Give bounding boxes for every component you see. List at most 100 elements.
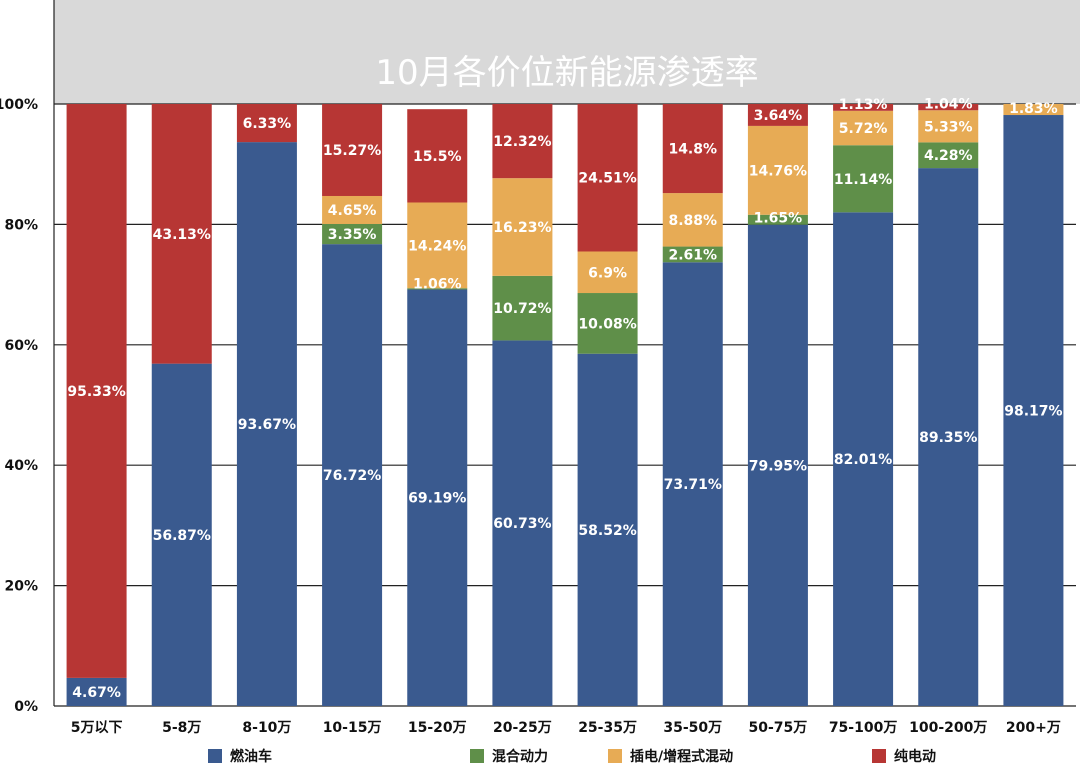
bar-segment — [492, 340, 553, 706]
bar-value-label: 3.35% — [328, 227, 377, 243]
bar-segment — [833, 145, 894, 213]
bar-segment — [662, 104, 723, 194]
bar-value-label: 69.19% — [408, 491, 466, 507]
bar-value-label: 6.9% — [588, 265, 627, 281]
legend-label: 燃油车 — [230, 748, 272, 765]
bar-value-label: 16.23% — [493, 220, 551, 236]
bar-segment — [236, 104, 297, 143]
legend-swatch — [608, 749, 622, 763]
bar-segment — [66, 677, 127, 706]
bar-segment — [662, 246, 723, 263]
bar-segment — [918, 168, 979, 706]
bar-segment — [322, 195, 383, 224]
legend-label: 混合动力 — [492, 748, 548, 765]
bar-value-label: 1.83% — [1009, 101, 1058, 117]
bar-segment — [662, 193, 723, 247]
bar-value-label: 1.13% — [839, 97, 888, 113]
bar-value-label: 4.65% — [328, 203, 377, 219]
legend-label: 纯电动 — [894, 748, 936, 765]
bar-value-label: 1.65% — [754, 211, 803, 227]
y-tick-label: 20% — [4, 579, 38, 595]
bar-value-label: 89.35% — [919, 430, 977, 446]
x-tick-label: 100-200万 — [909, 720, 987, 736]
bar-segment — [833, 110, 894, 146]
legend-swatch — [872, 749, 886, 763]
bar-value-label: 98.17% — [1004, 404, 1062, 420]
bar-value-label: 1.04% — [924, 96, 973, 112]
bar-segment — [577, 251, 638, 294]
bar-segment — [66, 104, 127, 678]
x-tick-label: 20-25万 — [493, 720, 552, 736]
bar-value-label: 58.52% — [578, 523, 636, 539]
bar-segment — [407, 289, 468, 706]
bar-segment — [662, 262, 723, 706]
bar-segment — [151, 104, 212, 364]
bar-segment — [918, 104, 979, 111]
value-labels: 4.67% 95.33% 56.87% 43.13% 93.67% 6.33% 76.72%… — [67, 96, 1062, 701]
x-tick-label: 35-50万 — [663, 720, 722, 736]
bar-segment — [918, 110, 979, 143]
title-band — [54, 0, 1080, 104]
bar-value-label: 3.64% — [754, 108, 803, 124]
bar-segment — [322, 104, 383, 196]
bar-value-label: 8.88% — [668, 213, 717, 229]
bar-value-label: 1.06% — [413, 276, 462, 292]
bar-value-label: 43.13% — [153, 227, 211, 243]
y-tick-label: 40% — [4, 458, 38, 474]
bar-value-label: 82.01% — [834, 452, 892, 468]
bar-value-label: 15.27% — [323, 143, 381, 159]
bar-value-label: 60.73% — [493, 516, 551, 532]
bar-value-label: 56.87% — [153, 528, 211, 544]
bar-value-label: 4.28% — [924, 148, 973, 164]
bar-value-label: 24.51% — [578, 171, 636, 187]
bar-segment — [236, 142, 297, 707]
bar-segment — [407, 109, 468, 203]
y-tick-label: 100% — [0, 97, 38, 113]
bar-segment — [1003, 104, 1064, 116]
x-tick-label: 5万以下 — [71, 720, 123, 736]
bar-value-label: 14.76% — [749, 163, 807, 179]
bar-value-label: 11.14% — [834, 172, 892, 188]
axes: 0% 20% 40% 60% 80% 100% 5万以下 5-8万 8-10万 10-15万 15-… — [0, 0, 1061, 736]
bar-segment — [407, 288, 468, 290]
bar-segment — [577, 103, 638, 252]
bar-segment — [747, 224, 808, 707]
x-tick-label: 15-20万 — [408, 720, 467, 736]
y-tick-label: 0% — [14, 699, 38, 715]
bars — [66, 103, 1064, 707]
bar-segment — [833, 212, 894, 706]
bar-value-label: 10.72% — [493, 301, 551, 317]
x-tick-label: 8-10万 — [242, 720, 291, 736]
bar-value-label: 79.95% — [749, 458, 807, 474]
bar-value-label: 15.5% — [413, 149, 462, 165]
bar-value-label: 73.71% — [664, 477, 722, 493]
bar-segment — [492, 178, 553, 276]
bar-value-label: 76.72% — [323, 468, 381, 484]
x-tick-label: 10-15万 — [323, 720, 382, 736]
legend-swatch — [470, 749, 484, 763]
x-tick-label: 50-75万 — [749, 720, 808, 736]
x-tick-label: 25-35万 — [578, 720, 637, 736]
chart-title: 10月各价位新能源渗透率 — [375, 53, 758, 93]
bar-segment — [577, 293, 638, 354]
x-tick-label: 5-8万 — [162, 720, 201, 736]
legend-label: 插电/增程式混动 — [630, 748, 733, 765]
bar-segment — [492, 104, 553, 179]
bar-segment — [492, 275, 553, 341]
bar-value-label: 2.61% — [668, 247, 717, 263]
bar-segment — [747, 214, 808, 225]
bar-value-label: 6.33% — [243, 116, 292, 132]
legend: 燃油车 混合动力 插电/增程式混动 纯电动 — [208, 748, 936, 765]
bar-value-label: 14.24% — [408, 238, 466, 254]
bar-segment — [918, 142, 979, 169]
bar-segment — [322, 244, 383, 706]
bar-segment — [747, 125, 808, 215]
x-tick-label: 200+万 — [1006, 720, 1061, 736]
bar-value-label: 14.8% — [668, 142, 717, 158]
bar-value-label: 10.08% — [578, 316, 636, 332]
bar-value-label: 4.67% — [72, 685, 121, 701]
bar-segment — [1003, 115, 1064, 706]
y-tick-label: 80% — [4, 217, 38, 233]
bar-segment — [151, 363, 212, 706]
bar-value-label: 95.33% — [67, 384, 125, 400]
